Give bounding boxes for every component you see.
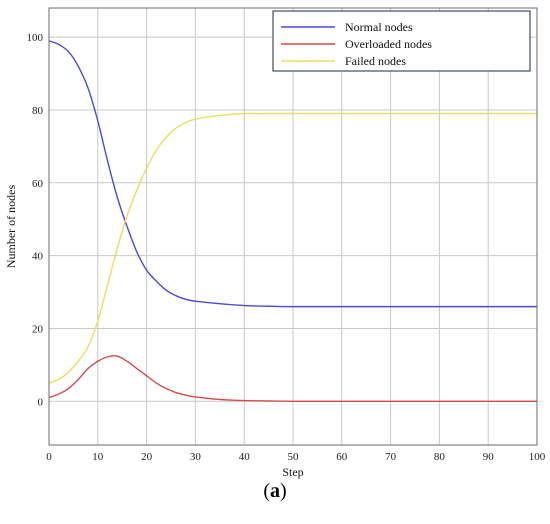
x-tick-label: 90 (483, 451, 495, 463)
y-tick-label: 60 (32, 178, 44, 190)
plot-frame (48, 7, 538, 446)
legend: Normal nodes Overloaded nodes Failed nodes (272, 10, 531, 72)
figure-caption: (a) (0, 480, 550, 503)
grid-lines (49, 8, 537, 445)
series-line-overloaded-nodes (48, 355, 537, 403)
x-tick-label: 100 (529, 451, 546, 463)
y-axis-label: Number of nodes (4, 185, 18, 269)
y-tick-label: 20 (32, 323, 44, 335)
legend-label-overloaded-nodes: Overloaded nodes (345, 37, 432, 51)
line-chart: 0 10 20 30 40 50 60 70 80 90 100 0 20 40 60 80 100 Step… (4, 7, 546, 479)
x-tick-label: 0 (46, 451, 52, 463)
caption-open: ( (263, 480, 270, 502)
series-line-normal-nodes (48, 40, 537, 308)
x-tick-label: 10 (92, 451, 104, 463)
y-tick-label: 0 (38, 396, 44, 408)
x-axis-label: Step (282, 465, 303, 479)
series-line-failed-nodes (48, 112, 537, 384)
legend-label-failed-nodes: Failed nodes (345, 54, 406, 68)
caption-close: ) (280, 480, 287, 502)
legend-label-normal-nodes: Normal nodes (345, 20, 413, 34)
x-tick-label: 30 (190, 451, 202, 463)
x-tick-label: 60 (336, 451, 348, 463)
series-lines (48, 40, 537, 403)
caption-letter: a (270, 480, 280, 502)
x-tick-label: 20 (141, 451, 153, 463)
y-tick-labels: 0 20 40 60 80 100 (27, 32, 44, 408)
x-tick-label: 80 (434, 451, 446, 463)
y-tick-label: 100 (27, 32, 44, 44)
y-tick-label: 40 (32, 251, 44, 263)
x-tick-labels: 0 10 20 30 40 50 60 70 80 90 100 (46, 451, 546, 463)
x-tick-label: 50 (288, 451, 300, 463)
x-tick-label: 70 (385, 451, 397, 463)
y-tick-label: 80 (32, 105, 44, 117)
x-tick-label: 40 (239, 451, 251, 463)
